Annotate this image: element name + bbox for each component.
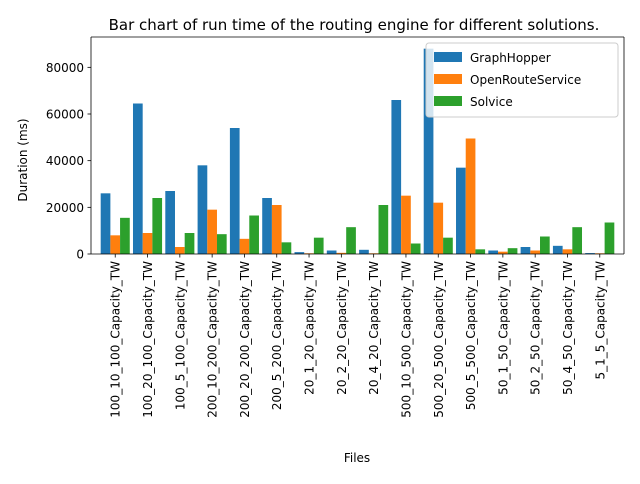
x-tick-label: 50_1_50_Capacity_TW (496, 261, 510, 395)
bar-openrouteservice-5 (271, 205, 282, 254)
bar-openrouteservice-2 (174, 247, 185, 254)
bar-graphhopper-13 (520, 247, 531, 254)
bar-openrouteservice-3 (207, 209, 217, 254)
bar-solvice-15 (604, 222, 615, 254)
bar-openrouteservice-1 (142, 233, 153, 254)
x-tick-label: 500_20_500_Capacity_TW (432, 261, 446, 418)
bar-solvice-3 (216, 234, 227, 254)
bar-openrouteservice-9 (401, 195, 411, 254)
bar-graphhopper-9 (391, 100, 402, 254)
bar-graphhopper-1 (132, 103, 143, 254)
legend-label-openrouteservice: OpenRouteService (470, 73, 581, 87)
bar-openrouteservice-4 (239, 238, 250, 254)
x-tick-label: 500_5_500_Capacity_TW (464, 261, 478, 410)
bar-openrouteservice-14 (562, 249, 573, 254)
bar-solvice-10 (443, 237, 453, 254)
y-tick-label: 40000 (46, 154, 84, 168)
bar-graphhopper-5 (262, 198, 272, 254)
bar-solvice-7 (346, 227, 356, 254)
y-tick-label: 0 (76, 248, 84, 262)
bar-solvice-1 (152, 198, 163, 254)
y-tick-label: 80000 (46, 61, 84, 75)
legend-label-solvice: Solvice (470, 95, 513, 109)
bar-graphhopper-3 (197, 165, 208, 254)
bar-solvice-11 (475, 249, 486, 254)
bar-solvice-4 (249, 215, 259, 254)
bar-graphhopper-12 (488, 250, 499, 254)
x-tick-label: 200_5_200_Capacity_TW (270, 261, 284, 410)
bar-graphhopper-10 (423, 48, 434, 254)
bar-graphhopper-7 (326, 250, 337, 254)
x-tick-label: 5_1_5_Capacity_TW (593, 261, 607, 380)
bar-solvice-0 (120, 217, 130, 254)
x-tick-label: 100_10_100_Capacity_TW (109, 261, 123, 418)
bar-solvice-2 (184, 233, 195, 254)
x-tick-label: 100_20_100_Capacity_TW (141, 261, 155, 418)
bar-solvice-9 (410, 243, 421, 254)
y-axis: 0 20000 40000 60000 80000 (46, 61, 91, 262)
bar-graphhopper-6 (294, 252, 305, 254)
bar-openrouteservice-12 (498, 251, 508, 254)
x-axis: 100_10_100_Capacity_TW 100_20_100_Capacit… (109, 254, 607, 418)
legend-label-graphhopper: GraphHopper (470, 51, 551, 65)
bar-openrouteservice-11 (465, 138, 476, 254)
bars-layer (100, 48, 615, 254)
bar-openrouteservice-0 (110, 235, 121, 254)
x-tick-label: 50_4_50_Capacity_TW (561, 261, 575, 395)
chart-legend: GraphHopper OpenRouteService Solvice (425, 42, 619, 118)
y-axis-label: Duration (ms) (16, 118, 30, 201)
x-axis-label: Files (344, 451, 370, 465)
bar-graphhopper-15 (585, 253, 595, 254)
x-tick-label: 200_20_200_Capacity_TW (238, 261, 252, 418)
bar-solvice-12 (507, 248, 518, 254)
bar-graphhopper-14 (552, 245, 563, 254)
legend-swatch-openrouteservice (434, 74, 462, 84)
y-tick-label: 60000 (46, 108, 84, 122)
bar-solvice-13 (540, 236, 550, 254)
bar-solvice-8 (378, 205, 389, 254)
bar-openrouteservice-10 (433, 202, 444, 254)
bar-solvice-14 (572, 227, 583, 254)
y-tick-label: 20000 (46, 201, 84, 215)
x-tick-label: 50_2_50_Capacity_TW (529, 261, 543, 395)
x-tick-label: 200_10_200_Capacity_TW (206, 261, 220, 418)
x-tick-label: 20_2_20_Capacity_TW (335, 261, 349, 395)
bar-graphhopper-11 (456, 167, 466, 254)
bar-openrouteservice-13 (530, 250, 541, 254)
x-tick-label: 20_1_20_Capacity_TW (303, 261, 317, 395)
x-tick-label: 500_10_500_Capacity_TW (399, 261, 413, 418)
bar-solvice-5 (281, 242, 292, 254)
x-tick-label: 100_5_100_Capacity_TW (173, 261, 187, 410)
bar-solvice-6 (313, 237, 324, 254)
legend-frame (425, 42, 619, 118)
bar-graphhopper-0 (100, 193, 111, 254)
chart-title: Bar chart of run time of the routing eng… (109, 16, 600, 34)
bar-openrouteservice-7 (336, 252, 347, 254)
x-tick-label: 20_4_20_Capacity_TW (367, 261, 381, 395)
legend-swatch-graphhopper (434, 52, 462, 62)
legend-swatch-solvice (434, 96, 462, 106)
bar-graphhopper-2 (165, 191, 175, 254)
bar-graphhopper-4 (229, 128, 240, 254)
bar-graphhopper-8 (359, 249, 369, 254)
